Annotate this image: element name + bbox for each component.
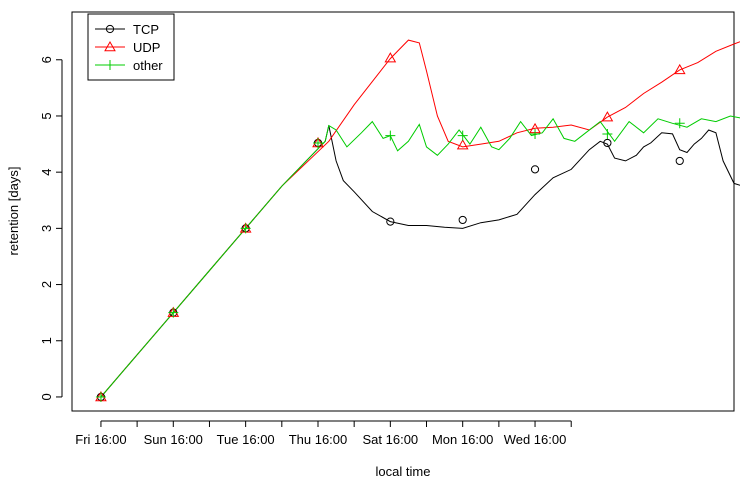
legend-label-udp: UDP bbox=[133, 40, 160, 55]
legend: TCP UDP other bbox=[87, 13, 175, 81]
y-tick-label: 0 bbox=[39, 393, 54, 400]
data-point-other bbox=[95, 391, 106, 402]
legend-marker-tcp bbox=[105, 24, 115, 34]
x-tick-label: Sun 16:00 bbox=[144, 432, 203, 447]
data-point-udp bbox=[384, 52, 397, 63]
data-point-other bbox=[385, 130, 396, 141]
x-tick-label: Sat 16:00 bbox=[363, 432, 419, 447]
series-markers bbox=[95, 52, 686, 402]
x-tick-label: Thu 16:00 bbox=[289, 432, 348, 447]
x-axis: Fri 16:00 Sun 16:00 Tue 16:00 Thu 16:00 Sat … bbox=[75, 420, 572, 447]
data-point-udp bbox=[673, 63, 686, 75]
data-point-udp bbox=[601, 111, 614, 122]
legend-marker-udp bbox=[104, 40, 116, 52]
x-tick-label: Mon 16:00 bbox=[432, 432, 493, 447]
y-tick-label: 5 bbox=[39, 112, 54, 119]
legend-label-other: other bbox=[133, 58, 163, 73]
data-point-tcp bbox=[530, 165, 540, 174]
y-tick-label: 3 bbox=[39, 225, 54, 232]
series-lines bbox=[100, 39, 740, 398]
x-tick-label: Tue 16:00 bbox=[217, 432, 275, 447]
data-point-other bbox=[530, 128, 541, 139]
data-point-tcp bbox=[603, 138, 612, 148]
data-point-tcp bbox=[458, 215, 467, 225]
y-tick-label: 4 bbox=[39, 169, 54, 176]
data-point-other bbox=[312, 137, 323, 148]
series-line-udp bbox=[100, 39, 740, 398]
data-point-other bbox=[602, 128, 613, 139]
legend-marker-other bbox=[105, 60, 115, 70]
x-tick-label: Wed 16:00 bbox=[504, 432, 567, 447]
y-axis: 0 1 2 3 4 5 6 bbox=[39, 56, 63, 401]
y-tick-label: 2 bbox=[39, 281, 54, 288]
y-axis-title: retention [days] bbox=[6, 167, 21, 256]
data-point-tcp bbox=[675, 156, 684, 166]
x-tick-label: Fri 16:00 bbox=[75, 432, 126, 447]
legend-label-tcp: TCP bbox=[133, 22, 159, 37]
series-line-tcp bbox=[100, 125, 740, 398]
data-point-tcp bbox=[386, 217, 395, 226]
y-tick-label: 1 bbox=[39, 337, 54, 344]
series-line-other bbox=[100, 115, 740, 398]
data-point-udp bbox=[456, 139, 469, 150]
data-point-other bbox=[240, 223, 251, 234]
plot-frame bbox=[71, 11, 735, 412]
x-axis-title: local time bbox=[376, 464, 431, 479]
data-point-other bbox=[457, 130, 468, 141]
data-point-other bbox=[168, 307, 179, 318]
y-tick-label: 6 bbox=[39, 56, 54, 63]
data-point-other bbox=[674, 118, 685, 129]
